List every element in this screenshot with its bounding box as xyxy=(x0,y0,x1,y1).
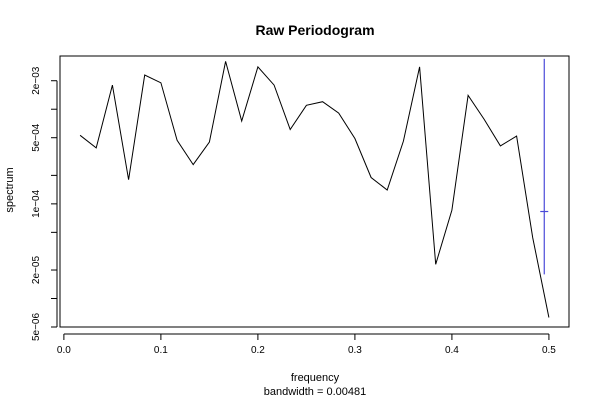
y-tick-label: 2e−05 xyxy=(31,256,42,285)
series-layer xyxy=(79,61,550,318)
confidence-interval xyxy=(540,58,549,275)
x-tick-label: 0.2 xyxy=(251,345,265,356)
spectrum-line xyxy=(79,61,550,318)
x-tick-label: 0.0 xyxy=(57,345,71,356)
plot-frame xyxy=(59,55,570,328)
y-axis-label: spectrum xyxy=(4,167,16,212)
y-tick-label: 5e−04 xyxy=(31,123,42,152)
x-tick-label: 0.1 xyxy=(154,345,168,356)
bandwidth-label: bandwidth = 0.00481 xyxy=(264,386,366,398)
x-tick-label: 0.4 xyxy=(445,345,459,356)
y-tick-label: 2e−03 xyxy=(31,66,42,95)
chart-title: Raw Periodogram xyxy=(255,22,374,38)
x-tick-label: 0.5 xyxy=(542,345,556,356)
x-axis: 0.0 0.1 0.2 0.3 0.4 0.5 xyxy=(57,333,556,356)
y-tick-label: 1e−04 xyxy=(31,189,42,218)
x-tick-label: 0.3 xyxy=(348,345,362,356)
y-axis: 5e−06 2e−05 1e−04 5e−04 2e−03 xyxy=(31,66,58,342)
x-axis-label: frequency xyxy=(291,372,340,384)
y-tick-label: 5e−06 xyxy=(31,313,42,342)
